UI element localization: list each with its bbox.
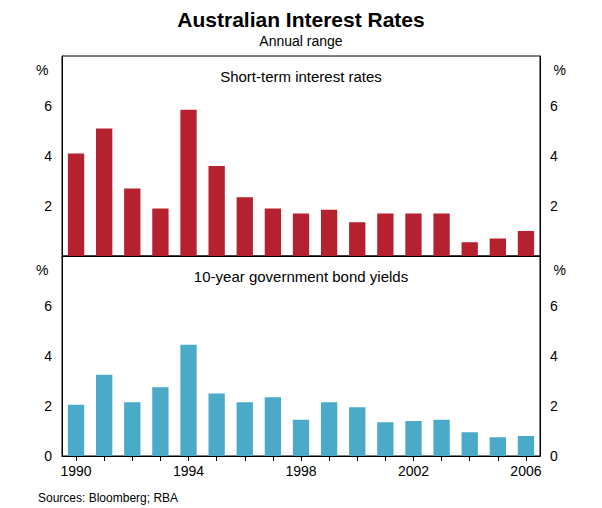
svg-text:Sources: Bloomberg; RBA: Sources: Bloomberg; RBA [38,491,178,505]
svg-text:6: 6 [550,98,558,114]
svg-text:%: % [554,62,566,78]
svg-text:Short-term interest rates: Short-term interest rates [220,68,382,85]
svg-text:%: % [36,62,48,78]
svg-text:0: 0 [44,448,52,464]
svg-text:10-year government bond yields: 10-year government bond yields [194,268,408,285]
svg-text:6: 6 [44,98,52,114]
svg-text:2: 2 [550,398,558,414]
svg-text:2: 2 [550,198,558,214]
svg-text:1994: 1994 [173,463,204,479]
svg-text:2006: 2006 [510,463,541,479]
svg-text:4: 4 [550,148,558,164]
svg-text:4: 4 [44,148,52,164]
svg-text:4: 4 [44,348,52,364]
svg-text:6: 6 [44,298,52,314]
svg-text:%: % [36,262,48,278]
svg-text:2: 2 [44,398,52,414]
svg-text:Australian Interest Rates: Australian Interest Rates [177,8,424,31]
svg-text:2002: 2002 [398,463,429,479]
svg-text:0: 0 [550,448,558,464]
svg-text:1990: 1990 [60,463,91,479]
svg-text:Annual range: Annual range [259,33,343,49]
svg-text:2: 2 [44,198,52,214]
svg-text:%: % [554,262,566,278]
svg-text:4: 4 [550,348,558,364]
svg-text:1998: 1998 [285,463,316,479]
svg-text:6: 6 [550,298,558,314]
